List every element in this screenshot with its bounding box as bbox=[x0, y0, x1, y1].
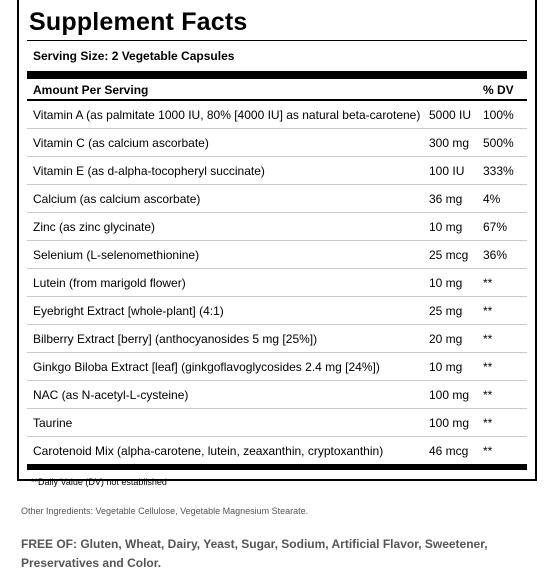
nutrient-amount: 100 IU bbox=[429, 164, 465, 178]
other-ingredients: Other Ingredients: Vegetable Cellulose, … bbox=[21, 506, 309, 516]
nutrient-amount: 46 mcg bbox=[429, 444, 469, 458]
table-row: Bilberry Extract [berry] (anthocyanoside… bbox=[27, 325, 527, 353]
nutrient-dv: ** bbox=[483, 360, 493, 374]
nutrient-list: Vitamin A (as palmitate 1000 IU, 80% [40… bbox=[27, 101, 527, 464]
table-row: Calcium (as calcium ascorbate) 36 mg 4% bbox=[27, 185, 527, 213]
nutrient-amount: 36 mg bbox=[429, 192, 463, 206]
table-row: Zinc (as zinc glycinate) 10 mg 67% bbox=[27, 213, 527, 241]
nutrient-dv: 500% bbox=[483, 136, 514, 150]
nutrient-dv: ** bbox=[483, 444, 493, 458]
amount-per-serving-header: Amount Per Serving bbox=[33, 82, 149, 97]
table-row: Ginkgo Biloba Extract [leaf] (ginkgoflav… bbox=[27, 353, 527, 381]
bottom-divider bbox=[27, 464, 527, 470]
nutrient-amount: 100 mg bbox=[429, 388, 470, 402]
nutrient-dv: ** bbox=[483, 388, 493, 402]
nutrient-name: Bilberry Extract [berry] (anthocyanoside… bbox=[33, 332, 318, 346]
nutrient-name: NAC (as N-acetyl-L-cysteine) bbox=[33, 388, 189, 402]
dv-footnote: **Daily Value (DV) not established bbox=[31, 477, 167, 487]
nutrient-dv: ** bbox=[483, 332, 493, 346]
table-row: Vitamin A (as palmitate 1000 IU, 80% [40… bbox=[27, 101, 527, 129]
nutrient-amount: 25 mg bbox=[429, 304, 463, 318]
dv-header: % DV bbox=[483, 82, 514, 97]
nutrient-name: Vitamin C (as calcium ascorbate) bbox=[33, 136, 209, 150]
title-divider bbox=[27, 40, 527, 41]
header-divider bbox=[27, 99, 527, 101]
table-row: Vitamin E (as d-alpha-tocopheryl succina… bbox=[27, 157, 527, 185]
supplement-facts-panel: Supplement Facts Serving Size: 2 Vegetab… bbox=[17, 0, 537, 487]
table-row: Lutein (from marigold flower) 10 mg ** bbox=[27, 269, 527, 297]
table-row: Eyebright Extract [whole-plant] (4:1) 25 … bbox=[27, 297, 527, 325]
table-row: Taurine 100 mg ** bbox=[27, 409, 527, 437]
nutrient-name: Vitamin A (as palmitate 1000 IU, 80% [40… bbox=[33, 108, 421, 122]
nutrient-amount: 20 mg bbox=[429, 332, 463, 346]
nutrient-name: Calcium (as calcium ascorbate) bbox=[33, 192, 201, 206]
nutrient-name: Selenium (L-selenomethionine) bbox=[33, 248, 200, 262]
nutrient-amount: 5000 IU bbox=[429, 108, 472, 122]
thick-divider bbox=[27, 71, 527, 79]
nutrient-dv: ** bbox=[483, 276, 493, 290]
nutrient-amount: 25 mcg bbox=[429, 248, 469, 262]
nutrient-name: Carotenoid Mix (alpha-carotene, lutein, … bbox=[33, 444, 384, 458]
table-row: Carotenoid Mix (alpha-carotene, lutein, … bbox=[27, 437, 527, 464]
nutrient-dv: 67% bbox=[483, 220, 508, 234]
nutrient-amount: 300 mg bbox=[429, 136, 470, 150]
nutrient-name: Vitamin E (as d-alpha-tocopheryl succina… bbox=[33, 164, 265, 178]
nutrient-amount: 10 mg bbox=[429, 360, 463, 374]
nutrient-dv: ** bbox=[483, 416, 493, 430]
table-row: NAC (as N-acetyl-L-cysteine) 100 mg ** bbox=[27, 381, 527, 409]
nutrient-name: Taurine bbox=[33, 416, 73, 430]
table-header: Amount Per Serving % DV bbox=[27, 80, 527, 99]
nutrient-dv: 333% bbox=[483, 164, 514, 178]
nutrient-name: Eyebright Extract [whole-plant] (4:1) bbox=[33, 304, 224, 318]
nutrient-dv: 4% bbox=[483, 192, 501, 206]
nutrient-dv: ** bbox=[483, 304, 493, 318]
nutrient-amount: 10 mg bbox=[429, 276, 463, 290]
free-of-statement: FREE OF: Gluten, Wheat, Dairy, Yeast, Su… bbox=[21, 537, 488, 570]
table-row: Vitamin C (as calcium ascorbate) 300 mg 50… bbox=[27, 129, 527, 157]
nutrient-name: Lutein (from marigold flower) bbox=[33, 276, 186, 290]
panel-title: Supplement Facts bbox=[29, 8, 248, 36]
nutrient-dv: 100% bbox=[483, 108, 514, 122]
nutrient-amount: 10 mg bbox=[429, 220, 463, 234]
serving-size: Serving Size: 2 Vegetable Capsules bbox=[33, 49, 235, 63]
nutrient-dv: 36% bbox=[483, 248, 508, 262]
nutrient-name: Ginkgo Biloba Extract [leaf] (ginkgoflav… bbox=[33, 360, 380, 374]
nutrient-amount: 100 mg bbox=[429, 416, 470, 430]
table-row: Selenium (L-selenomethionine) 25 mcg 36% bbox=[27, 241, 527, 269]
nutrient-name: Zinc (as zinc glycinate) bbox=[33, 220, 156, 234]
